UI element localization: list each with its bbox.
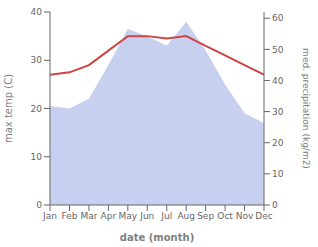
svg-text:Oct: Oct <box>217 211 233 221</box>
svg-text:40: 40 <box>31 7 43 17</box>
svg-text:Apr: Apr <box>101 211 117 221</box>
svg-text:40: 40 <box>272 76 284 86</box>
svg-text:date (month): date (month) <box>120 232 194 243</box>
svg-text:30: 30 <box>272 107 284 117</box>
svg-text:Sep: Sep <box>197 211 214 221</box>
svg-text:50: 50 <box>272 45 284 55</box>
svg-text:30: 30 <box>31 55 43 65</box>
svg-text:Mar: Mar <box>80 211 97 221</box>
svg-text:Jun: Jun <box>139 211 154 221</box>
svg-text:Dec: Dec <box>255 211 272 221</box>
svg-text:60: 60 <box>272 13 284 23</box>
svg-text:Aug: Aug <box>177 211 195 221</box>
svg-text:0: 0 <box>272 200 278 210</box>
svg-text:10: 10 <box>31 152 43 162</box>
svg-text:Jul: Jul <box>160 211 172 221</box>
svg-text:Nov: Nov <box>236 211 254 221</box>
svg-text:med. precipitation (kg/m2): med. precipitation (kg/m2) <box>301 48 310 169</box>
svg-text:10: 10 <box>272 169 284 179</box>
svg-text:20: 20 <box>272 138 284 148</box>
svg-text:max temp (C): max temp (C) <box>8 74 14 143</box>
svg-text:Jan: Jan <box>42 211 57 221</box>
svg-text:0: 0 <box>36 200 42 210</box>
svg-text:Feb: Feb <box>61 211 77 221</box>
svg-text:May: May <box>119 211 138 221</box>
svg-text:20: 20 <box>31 104 43 114</box>
